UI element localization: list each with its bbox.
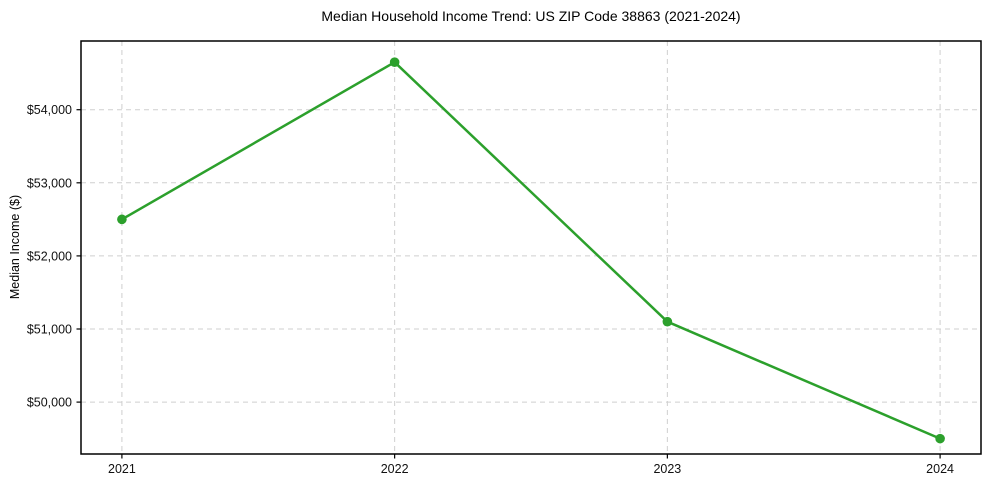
x-tick-label: 2024 bbox=[926, 462, 954, 476]
trend-line bbox=[120, 60, 942, 440]
data-point-2023 bbox=[662, 316, 673, 327]
x-tick-label: 2022 bbox=[381, 462, 409, 476]
x-tick-label: 2021 bbox=[108, 462, 136, 476]
data-point-2021 bbox=[117, 214, 127, 225]
y-tick-label: $51,000 bbox=[27, 323, 72, 337]
y-tick-label: $54,000 bbox=[27, 103, 72, 117]
x-tick-label: 2023 bbox=[653, 462, 681, 476]
data-point-2024 bbox=[935, 433, 945, 444]
data-point-2022 bbox=[389, 57, 400, 67]
plot-border bbox=[80, 40, 982, 455]
y-tick-label: $50,000 bbox=[27, 396, 72, 410]
y-tick-label: $52,000 bbox=[27, 249, 72, 263]
chart-title: Median Household Income Trend: US ZIP Co… bbox=[321, 8, 741, 24]
y-tick-label: $53,000 bbox=[27, 176, 72, 190]
